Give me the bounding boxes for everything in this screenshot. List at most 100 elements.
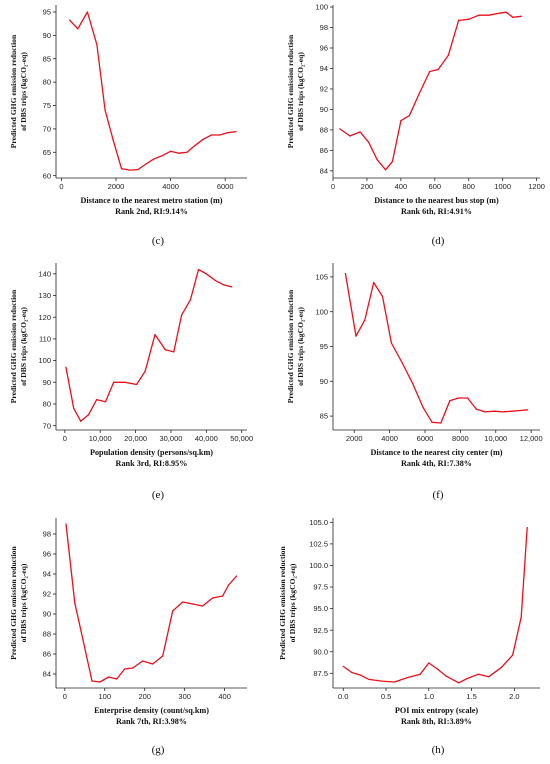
data-point	[194, 144, 196, 146]
data-point	[373, 281, 375, 284]
data-point	[65, 366, 67, 368]
y-axis-label: of DBS trips (kgCO₂-eq)	[288, 563, 297, 642]
x-tick-label: 600	[429, 182, 442, 191]
data-point	[477, 673, 480, 675]
series-line	[342, 527, 528, 684]
x-axis-label: Enterprise density (count/sq.km)	[94, 706, 209, 715]
y-tick-label: 80	[43, 400, 51, 409]
data-point	[493, 410, 495, 412]
y-tick-label: 90	[43, 610, 51, 619]
data-point	[132, 667, 134, 669]
y-tick-label: 102.5	[309, 539, 328, 548]
data-point	[419, 673, 421, 675]
data-point	[355, 335, 357, 337]
y-axis-label: Predicted GHG emission reduction	[9, 546, 18, 660]
panel-label: (f)	[433, 489, 444, 501]
y-tick-label: 96	[320, 44, 328, 53]
y-tick-label: 87.5	[313, 669, 328, 678]
x-tick-label: 1200	[528, 182, 545, 191]
x-tick-label: 0	[59, 182, 63, 191]
y-tick-label: 92	[320, 85, 328, 94]
data-point	[73, 407, 75, 409]
x-axis-label: POI mix entropy (scale)	[395, 706, 479, 715]
y-tick-label: 90	[43, 31, 51, 40]
data-point	[186, 151, 188, 153]
data-point	[162, 655, 164, 657]
data-point	[384, 169, 387, 171]
data-point	[406, 677, 409, 679]
rank-subtitle: Rank 7th, RI:3.98%	[116, 717, 187, 726]
data-point	[368, 141, 370, 143]
series-line	[65, 268, 232, 422]
data-point	[192, 603, 194, 605]
x-tick-label: 0.5	[381, 692, 391, 701]
y-axis-label: of DBS trips (kgCO₂-eq)	[296, 307, 305, 386]
y-tick-label: 90.0	[313, 647, 328, 656]
x-tick-label: 2.0	[509, 692, 519, 701]
data-point	[527, 409, 529, 411]
x-tick-label: 6000	[217, 182, 234, 191]
x-tick-label: 400	[218, 692, 231, 701]
rank-subtitle: Rank 2nd, RI:9.14%	[115, 207, 188, 216]
x-tick-label: 1.0	[424, 692, 434, 701]
data-point	[197, 268, 200, 271]
data-point	[436, 668, 438, 670]
data-point	[502, 411, 504, 413]
y-tick-label: 95	[320, 342, 328, 351]
data-point	[86, 11, 88, 13]
data-point	[87, 414, 90, 416]
data-point	[142, 660, 144, 662]
data-point	[80, 420, 82, 422]
data-point	[153, 158, 155, 160]
panel-label: (d)	[432, 235, 445, 247]
y-tick-label: 85	[320, 412, 328, 421]
y-tick-label: 85	[43, 54, 51, 63]
x-tick-label: 6000	[417, 434, 434, 443]
data-point	[178, 152, 180, 154]
data-point	[113, 381, 115, 383]
data-point	[212, 597, 214, 599]
data-point	[359, 131, 361, 133]
data-point	[108, 676, 110, 678]
data-point	[484, 411, 486, 413]
data-point	[96, 44, 98, 46]
x-tick-label: 30,000	[159, 434, 182, 443]
data-point	[152, 663, 154, 665]
data-point	[500, 666, 503, 668]
data-point	[77, 28, 79, 30]
data-point	[437, 68, 439, 71]
data-point	[124, 381, 126, 383]
data-point	[458, 397, 460, 399]
y-tick-label: 94	[43, 570, 51, 579]
data-point	[227, 132, 229, 134]
x-tick-label: 200	[361, 182, 374, 191]
data-point	[144, 370, 146, 373]
x-tick-label: 2000	[346, 434, 363, 443]
data-point	[205, 273, 207, 275]
data-point	[219, 134, 221, 136]
y-tick-label: 98	[43, 530, 51, 539]
y-axis-label: of DBS trips (kgCO₂-eq)	[19, 52, 28, 131]
y-axis-label: of DBS trips (kgCO₂-eq)	[296, 52, 305, 131]
rank-subtitle: Rank 8th, RI:3.89%	[401, 717, 472, 726]
chart-panel: 0 200 400 600 800 1000 1200 84 86 88 90 92 94 96 98 100…	[286, 3, 545, 247]
y-axis-label: Predicted GHG emission reduction	[286, 34, 295, 148]
data-point	[342, 665, 344, 668]
data-point	[189, 299, 192, 301]
x-tick-label: 10,000	[484, 434, 507, 443]
y-axis-label: Predicted GHG emission reduction	[9, 34, 18, 148]
x-axis-label: Population density (persons/sq.km)	[90, 448, 213, 457]
x-tick-label: 4000	[162, 182, 179, 191]
panel-label: (h)	[432, 744, 445, 756]
y-tick-label: 70	[43, 125, 51, 134]
data-point	[408, 114, 410, 117]
y-axis-label: of DBS trips (kgCO₂-eq)	[19, 563, 28, 642]
data-point	[457, 19, 460, 21]
chart-panel: 0 10,000 20,000 30,000 40,000 50,000 70 80 90 100…	[9, 263, 253, 501]
data-point	[449, 400, 451, 402]
data-point	[466, 397, 469, 399]
data-point	[431, 421, 433, 423]
data-point	[112, 139, 114, 142]
data-point	[65, 523, 67, 525]
rank-subtitle: Rank 4th, RI:7.38%	[401, 459, 472, 468]
